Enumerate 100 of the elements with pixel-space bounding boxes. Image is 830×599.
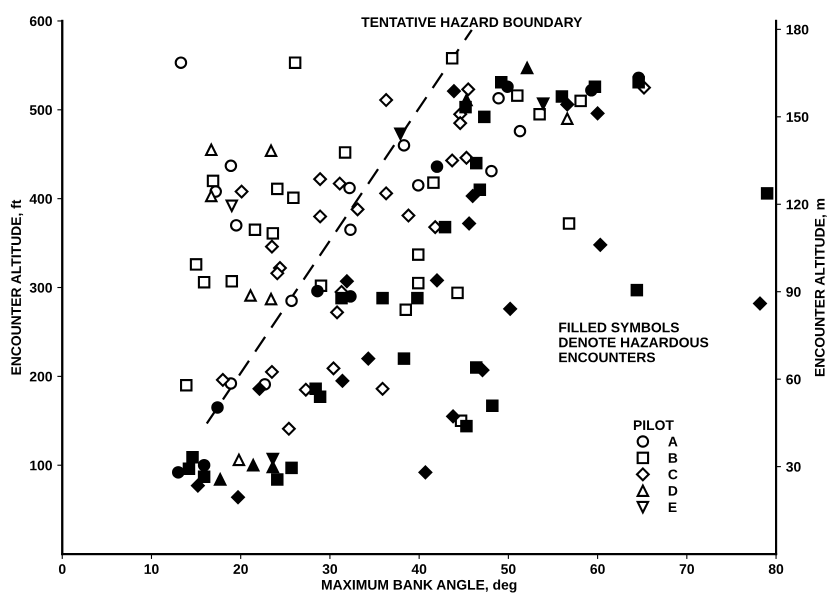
point [412,248,425,261]
point [470,156,483,170]
point [485,164,498,178]
point [186,450,199,464]
point [190,478,205,493]
point [285,462,298,474]
point [172,466,184,479]
x-tick-label: 0 [58,564,66,574]
point [326,361,340,376]
point [503,302,518,316]
point [398,352,410,365]
x-tick-label: 20 [233,564,248,574]
point [216,372,230,387]
point [451,286,464,300]
point [287,192,300,204]
point [174,56,188,69]
point [379,93,394,107]
point [427,176,440,189]
point [445,154,460,168]
point [460,420,473,432]
point [379,186,394,200]
point [446,409,460,424]
point [447,84,461,98]
point [205,190,218,202]
point [198,458,210,472]
point [206,174,220,188]
point [314,390,326,404]
y-tick-label: 100 [30,460,52,470]
y2-tick-label: 120 [786,200,808,210]
point [561,112,574,125]
point [760,187,774,200]
point [214,473,226,486]
point [453,116,468,130]
y-tick-label: 200 [30,372,52,382]
point [226,275,238,288]
x-tick-label: 70 [680,564,694,574]
legend-label: C [668,470,678,480]
legend-label: E [668,502,677,512]
point [632,76,645,89]
point [466,189,480,203]
point [340,274,354,288]
point [446,52,458,65]
y2-tick-label: 90 [786,287,801,297]
point [332,176,347,190]
point [511,89,524,102]
point [330,305,344,320]
point [492,92,505,105]
point [338,146,352,159]
point [285,294,298,308]
point [205,144,218,156]
point [266,227,280,240]
point [282,422,296,436]
point [411,292,424,304]
point [376,292,389,304]
point [478,110,491,124]
point [574,94,587,108]
x-tick-label: 80 [768,564,784,574]
point [190,258,202,271]
point [593,238,608,252]
x-tick-label: 50 [501,564,516,574]
point [248,224,262,236]
point [460,150,474,165]
legend-label: A [668,436,678,446]
point [246,458,260,472]
point [335,374,350,388]
legend-label: B [668,453,678,463]
point [400,303,412,316]
point [264,292,278,306]
point [226,200,238,212]
y2-tick-label: 180 [786,24,808,35]
point [461,82,476,96]
y2-tick-label: 30 [786,462,801,472]
point [402,208,416,222]
point [438,220,452,234]
point [588,80,602,93]
point [311,284,324,298]
point [590,106,605,120]
point [494,76,508,89]
y-axis-title: ENCOUNTER ALTITUDE, ft [10,200,24,375]
y2-tick-label: 150 [786,112,808,122]
legend-label: D [668,486,678,496]
point [264,144,278,157]
x-tick-label: 30 [322,564,338,574]
point [560,98,574,112]
point [244,289,257,302]
point [462,216,476,230]
point [412,276,425,290]
point [234,184,249,198]
y-tick-label: 500 [30,105,52,115]
point [231,490,245,504]
point [343,182,356,194]
point [288,56,302,69]
point [270,266,284,280]
y-tick-label: 600 [30,16,52,26]
point [252,382,266,396]
point [230,219,242,232]
point [198,470,210,484]
x-tick-label: 40 [412,564,426,574]
point [335,292,348,304]
y2-axis-title: ENCOUNTER ALTITUDE, m [814,198,827,376]
